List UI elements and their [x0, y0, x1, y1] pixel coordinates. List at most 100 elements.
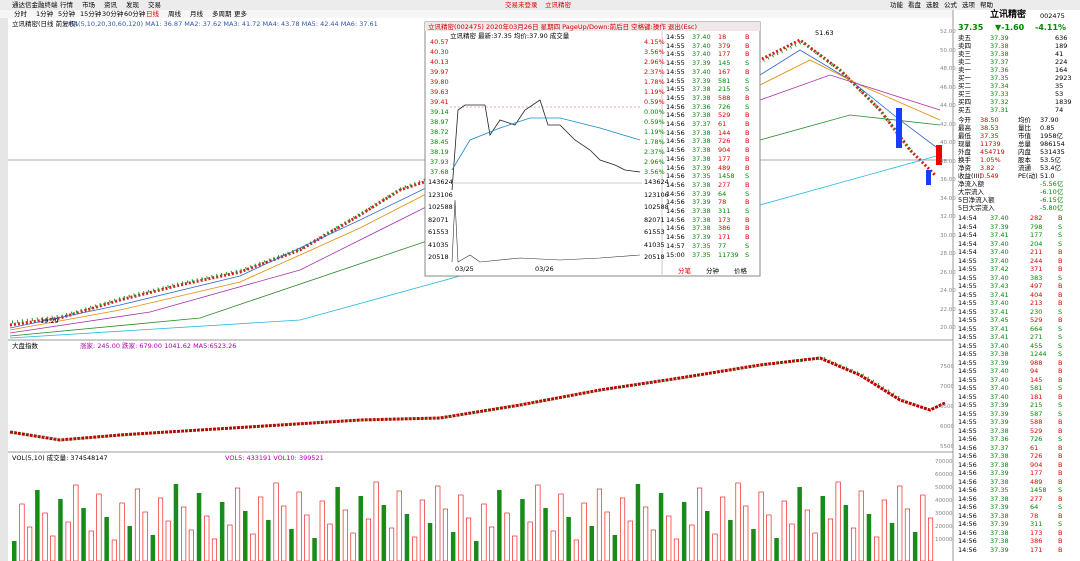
tick-volume: 386	[718, 224, 731, 233]
period-tab: 1分钟	[36, 10, 54, 18]
volume-bar-decoration	[211, 538, 217, 561]
tick-volume: 311	[1030, 520, 1043, 528]
volume-bar-decoration	[743, 505, 749, 561]
tick-price: 37.40	[990, 375, 1009, 384]
tick-volume: 282	[1030, 214, 1043, 222]
tick-price: 37.38	[990, 511, 1009, 520]
popup-vol: 102588	[644, 203, 669, 211]
volume-bar-decoration	[81, 508, 86, 561]
tick-time: 14:55	[958, 409, 977, 418]
book-side: 买一	[958, 74, 971, 82]
tick-side: B	[1058, 358, 1063, 367]
tick-time: 14:56	[958, 545, 977, 554]
tick-side: B	[745, 128, 750, 137]
menu-item: 市场	[82, 1, 95, 9]
tick-time: 14:54	[958, 222, 977, 231]
volume-bar-decoration	[558, 493, 564, 561]
popup-pct: 0.00%	[644, 108, 665, 116]
tick-volume: 664	[1030, 324, 1043, 333]
volume-bar-decoration	[465, 517, 472, 561]
book-price: 37.31	[990, 106, 1009, 114]
volume-bar-decoration	[735, 482, 741, 561]
tick-time: 14:56	[666, 189, 685, 198]
stat-value: 37.35	[980, 132, 999, 140]
volume-bar-decoration	[804, 509, 810, 561]
book-price: 37.33	[990, 90, 1009, 98]
tick-time: 14:55	[958, 401, 977, 409]
popup-pct: 1.19%	[644, 128, 665, 136]
period-tab: 分时	[14, 10, 27, 18]
volume-bar-decoration	[573, 539, 579, 561]
volume-bar-decoration	[35, 490, 40, 561]
high-label: 51.63	[815, 29, 834, 37]
stat-label: PE(动)	[1018, 172, 1038, 180]
tick-time: 14:56	[958, 520, 977, 528]
tick-price: 37.40	[692, 33, 711, 41]
tick-side: B	[1058, 290, 1063, 299]
tick-price: 37.40	[990, 367, 1009, 375]
stat-label: 收益(III)	[958, 172, 982, 180]
tick-side: B	[745, 33, 750, 41]
tick-time: 14:55	[958, 273, 977, 282]
tick-side: B	[745, 146, 750, 155]
volume-bar-decoration	[373, 481, 379, 561]
flow-value: -6.10亿	[1040, 188, 1064, 196]
volume-bar-decoration	[497, 490, 502, 561]
tick-volume: 386	[1030, 537, 1043, 545]
book-volume: 164	[1055, 66, 1068, 74]
stat-value: 11739	[980, 140, 1001, 148]
tick-price: 37.35	[692, 250, 711, 259]
book-volume: 41	[1055, 50, 1064, 58]
flow-label: 大宗流入	[958, 188, 984, 196]
volume-bar-decoration	[404, 514, 410, 561]
volume-bar-decoration	[458, 494, 464, 561]
y-tick-label: 34.00	[940, 195, 956, 202]
tick-volume: 77	[718, 241, 727, 250]
tick-time: 14:56	[666, 207, 685, 215]
popup-vol: 123106	[644, 190, 669, 199]
period-tab: 多周期	[212, 10, 232, 18]
tick-price: 37.36	[990, 435, 1009, 443]
tick-time: 14:54	[958, 231, 977, 239]
popup-tab: 分笔	[678, 267, 691, 275]
volume-bar-decoration	[535, 484, 541, 561]
volume-bar-decoration	[904, 508, 911, 561]
menu-item: 发现	[126, 1, 139, 9]
popup-price: 40.57	[430, 38, 449, 46]
tick-side: B	[1058, 256, 1063, 265]
y-tick-label: 5500	[940, 444, 954, 450]
tick-side: S	[1058, 401, 1063, 409]
y-tick-label: 50000	[935, 485, 953, 491]
volume-bar-decoration	[427, 523, 433, 561]
volume-bar-decoration	[720, 496, 726, 561]
stat-label: 最低	[958, 132, 971, 140]
tick-volume: 177	[1030, 469, 1043, 477]
y-tick-label: 46.00	[940, 84, 956, 91]
tick-side: B	[1058, 426, 1063, 435]
volume-bar-decoration	[619, 497, 626, 561]
y-tick-label: 70000	[935, 459, 953, 465]
popup-pct: 4.15%	[644, 38, 665, 46]
tick-side: B	[1058, 477, 1063, 486]
tick-volume: 1244	[1030, 350, 1047, 358]
tick-time: 14:56	[958, 486, 977, 494]
tick-side: S	[1058, 486, 1063, 494]
y-tick-label: 40.00	[940, 140, 956, 146]
period-tab: 15分钟	[80, 10, 102, 18]
tick-time: 14:55	[958, 341, 977, 350]
popup-header: 立讯精密 最新:37.35 均价:37.90 成交量	[450, 32, 570, 40]
volume-bar-decoration	[512, 535, 518, 561]
low-label: 19.29	[40, 317, 59, 325]
volume-bar-decoration	[681, 502, 687, 561]
stat-value: 454719	[980, 148, 1005, 156]
popup-pct: 2.37%	[644, 68, 665, 76]
tick-volume: 177	[718, 50, 731, 59]
tick-price: 37.43	[990, 282, 1009, 290]
tick-side: S	[745, 189, 750, 198]
tick-side: B	[1058, 443, 1063, 452]
volume-bar-decoration	[689, 524, 695, 561]
tick-volume: 588	[1030, 418, 1043, 426]
volume-bar-decoration	[388, 527, 395, 561]
popup-tab: 价格	[734, 267, 747, 275]
tick-volume: 167	[718, 67, 731, 76]
